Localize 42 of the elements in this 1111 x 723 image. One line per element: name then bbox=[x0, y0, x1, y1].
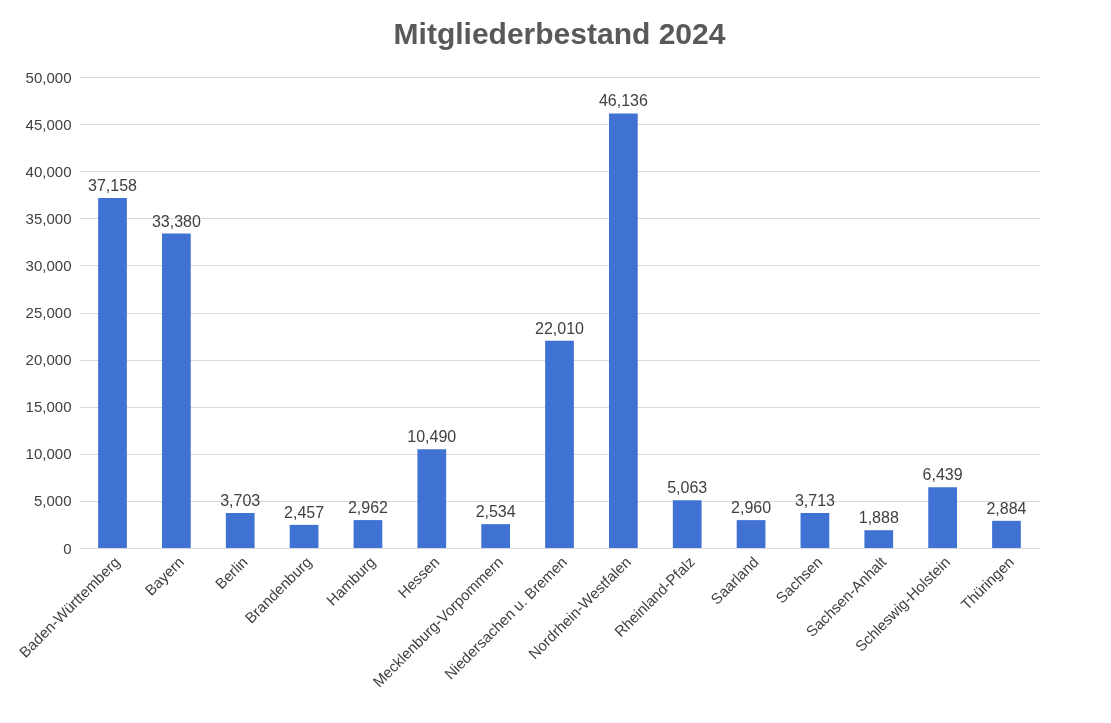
data-label: 6,439 bbox=[922, 466, 963, 484]
data-label: 33,380 bbox=[151, 212, 201, 230]
data-label: 37,158 bbox=[88, 176, 138, 194]
bar bbox=[481, 524, 511, 548]
y-tick-label: 25,000 bbox=[25, 304, 72, 321]
data-label: 46,136 bbox=[598, 92, 648, 110]
data-label: 10,490 bbox=[407, 428, 457, 446]
bar bbox=[608, 113, 638, 548]
bar bbox=[162, 233, 191, 548]
bar bbox=[928, 487, 957, 548]
y-tick-label: 20,000 bbox=[25, 351, 72, 369]
y-tick-label: 0 bbox=[63, 539, 72, 557]
y-tick-label: 5,000 bbox=[33, 492, 72, 510]
bar bbox=[98, 197, 127, 548]
data-label: 22,010 bbox=[535, 319, 585, 337]
y-tick-label: 50,000 bbox=[25, 68, 72, 86]
data-label: 2,884 bbox=[986, 499, 1027, 517]
data-label: 5,063 bbox=[667, 479, 708, 497]
bar bbox=[672, 500, 702, 548]
bar bbox=[545, 340, 574, 548]
y-tick-label: 15,000 bbox=[25, 398, 72, 416]
y-tick-label: 35,000 bbox=[25, 209, 72, 227]
data-label: 3,703 bbox=[220, 492, 261, 510]
bar bbox=[800, 513, 830, 548]
data-label: 2,962 bbox=[347, 499, 389, 517]
data-label: 2,960 bbox=[731, 499, 772, 517]
data-label: 3,713 bbox=[794, 492, 836, 510]
bar bbox=[225, 513, 255, 548]
data-label: 1,888 bbox=[858, 509, 899, 527]
bar bbox=[417, 449, 447, 548]
bar bbox=[289, 524, 319, 548]
bar bbox=[736, 520, 766, 548]
data-label: 2,534 bbox=[475, 503, 516, 521]
bar bbox=[864, 530, 894, 548]
y-tick-label: 10,000 bbox=[25, 445, 72, 463]
bar bbox=[992, 520, 1021, 548]
data-label: 2,457 bbox=[284, 503, 325, 521]
y-tick-label: 30,000 bbox=[25, 256, 72, 274]
y-tick-label: 45,000 bbox=[25, 115, 72, 133]
bar bbox=[353, 520, 383, 548]
chart-title: Mitgliederbestand 2024 bbox=[393, 17, 726, 50]
y-tick-label: 40,000 bbox=[25, 162, 72, 180]
